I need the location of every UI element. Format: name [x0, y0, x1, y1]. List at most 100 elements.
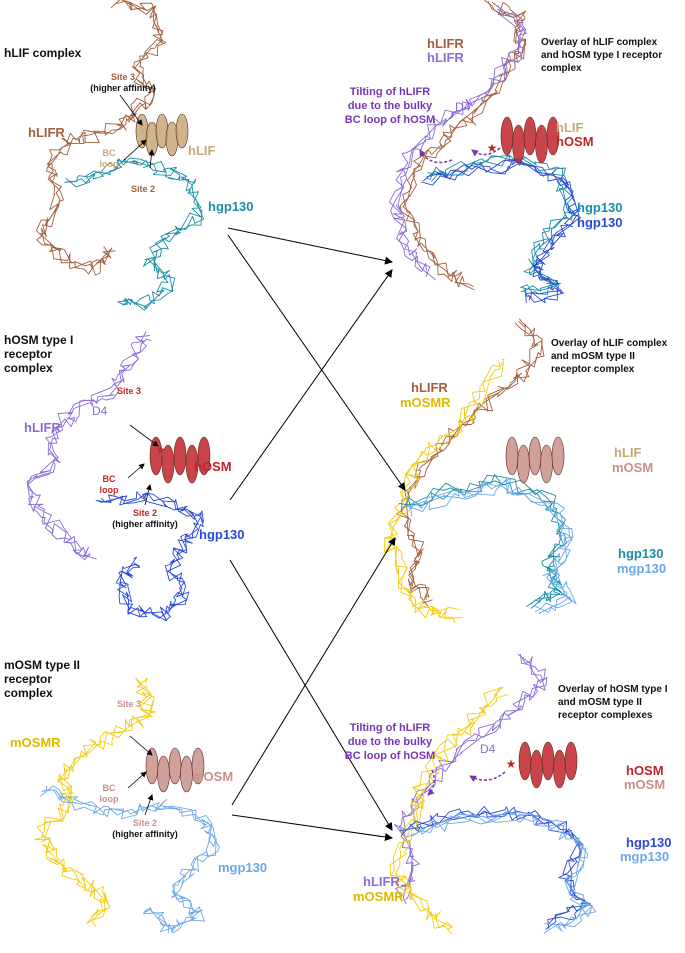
panel2-site2-line1: Site 2: [132, 508, 157, 518]
overlay2-ligand-a: hLIF: [614, 445, 642, 460]
overlay1-heading-line2: and hOSM type I receptor: [541, 50, 663, 61]
o3-ligand-helices: [518, 741, 578, 789]
o1-lifr-b-chain: [389, 5, 527, 281]
panel3-heading-line1: mOSM type II: [4, 658, 81, 672]
panel2-bc-line1: BC: [102, 474, 116, 484]
overlay1-ligand-b: hOSM: [556, 134, 594, 149]
panel2-site2-label: Site 2 (higher affinity): [96, 508, 194, 530]
protein-structures: [27, 0, 597, 935]
arrow-p3-to-o2: [231, 537, 396, 806]
panel3-site2-line1: Site 2: [132, 818, 157, 828]
panel2-heading: hOSM type I receptor complex: [4, 333, 73, 375]
overlay3-ligand-b: mOSM: [624, 777, 666, 792]
panel3-receptor-label: mOSMR: [10, 735, 61, 750]
tilt-arrows: ★ ★ ★: [156, 141, 517, 796]
arrow-p2-to-o1: [229, 269, 393, 501]
o3-lifr-chain: [394, 653, 548, 905]
o2-gp130-b-chain: [403, 477, 577, 615]
o1-ligand-helices: [500, 116, 560, 164]
o3-osmr-chain: [389, 686, 508, 935]
panel3-bc-line2: loop: [99, 794, 119, 804]
overlay1-receptor-a: hLIFR: [427, 36, 464, 51]
panel3-bc-line1: BC: [102, 783, 116, 793]
overlay1-receptor-b: hLIFR: [427, 50, 464, 65]
panel1-bc-line1: BC: [102, 148, 116, 158]
overlay3-heading-line1: Overlay of hOSM type I: [558, 684, 668, 695]
p2-ligand-helices: [149, 436, 211, 484]
overlay3-gp130-b: mgp130: [620, 849, 670, 864]
overlay3-ligand-a: hOSM: [626, 763, 664, 778]
panel3-heading-line2: receptor: [4, 672, 53, 686]
p1-ligand-helices: [135, 113, 189, 157]
panel2-ligand-label: hOSM: [194, 459, 232, 474]
panel3-gp130-label: mgp130: [218, 860, 268, 875]
panel2-heading-line3: complex: [4, 361, 53, 375]
overlay1-heading-line3: complex: [541, 63, 582, 74]
overlay1-heading-line1: Overlay of hLIF complex: [541, 37, 658, 48]
panel2-gp130-label: hgp130: [199, 527, 245, 542]
panel1-bc-line2: loop: [99, 159, 119, 169]
overlay3-tilt-note: Tilting of hLIFR due to the bulky BC loo…: [332, 721, 448, 763]
mutation-star-o1: ★: [487, 141, 498, 155]
panel1-bc-loop-label: BC loop: [96, 148, 122, 170]
overlay2-gp130-a: hgp130: [618, 546, 664, 561]
overlay3-heading-line3: receptor complexes: [558, 710, 653, 721]
panel3-site2-line2: (higher affinity): [112, 829, 178, 839]
panel1-site2-label: Site 2: [130, 184, 155, 194]
panel1-site3-line2: (higher affinity): [90, 83, 156, 93]
overlay1-d4-label: D4: [455, 100, 471, 114]
overlay3-heading-line2: and mOSM type II: [558, 697, 642, 708]
panel2-heading-line1: hOSM type I: [4, 333, 74, 347]
overlay3-receptor-a: hLIFR: [363, 874, 400, 889]
overlay1-gp130-b: hgp130: [577, 215, 623, 230]
overlay2-heading-line3: receptor complex: [551, 364, 635, 375]
panel2-d4-label: D4: [92, 404, 108, 418]
overlay2-receptor-b: mOSMR: [400, 395, 451, 410]
mutation-star-o3: ★: [506, 757, 517, 771]
overlay1-tilt-line3: BC loop of hOSM: [344, 114, 436, 126]
panel1-gp130-label: hgp130: [208, 199, 254, 214]
site-pointers: [119, 94, 159, 816]
overlay3-tilt-line1: Tilting of hLIFR: [349, 722, 431, 734]
overlay3-heading: Overlay of hOSM type I and mOSM type II …: [558, 683, 667, 722]
overlay3-gp130-a: hgp130: [626, 835, 672, 850]
o2-lifr-chain: [395, 318, 545, 607]
panel3-site3-label: Site 3: [116, 699, 141, 709]
panel2-receptor-label: hLIFR: [24, 420, 61, 435]
panel1-ligand-label: hLIF: [188, 143, 216, 158]
overlay1-tilt-line2: due to the bulky: [347, 100, 433, 112]
overlay1-gp130-a: hgp130: [577, 200, 623, 215]
o2-ligand-helices: [505, 436, 565, 484]
overlay2-gp130-b: mgp130: [617, 561, 667, 576]
arrow-p1-to-o2: [227, 234, 406, 491]
p2-gp130-chain: [95, 491, 204, 622]
panel1-receptor-label: hLIFR: [28, 125, 65, 140]
overlay2-heading-line2: and mOSM type II: [551, 351, 635, 362]
panel3-ligand-label: mOSM: [192, 769, 234, 784]
p1-gp130-chain: [64, 157, 205, 311]
panel1-site3-label: Site 3 (higher affinity): [74, 72, 172, 94]
mutation-star-p2: ★: [156, 443, 167, 457]
panel3-heading-line3: complex: [4, 686, 53, 700]
panel1-site3-line1: Site 3: [110, 72, 135, 82]
overlay2-ligand-b: mOSM: [612, 460, 654, 475]
o1-gp130-b-chain: [420, 159, 582, 304]
panel3-heading: mOSM type II receptor complex: [4, 658, 80, 700]
panel1-heading: hLIF complex: [4, 46, 82, 60]
o3-gp130-a-chain: [399, 806, 591, 930]
panel3-bc-loop-label: BC loop: [96, 783, 122, 805]
o1-lifr-a-chain: [400, 0, 527, 291]
panel2-bc-line2: loop: [99, 485, 119, 495]
panel2-site2-line2: (higher affinity): [112, 519, 178, 529]
overlay2-heading: Overlay of hLIF complex and mOSM type II…: [551, 337, 667, 376]
overlay3-receptor-b: mOSMR: [353, 889, 404, 904]
arrow-p1-to-o1: [227, 227, 393, 265]
overlay3-tilt-line3: BC loop of hOSM: [344, 750, 436, 762]
panel3-site2-label: Site 2 (higher affinity): [96, 818, 194, 840]
overlay1-ligand-a: hLIF: [556, 120, 584, 135]
panel2-site3-label: Site 3: [116, 386, 141, 396]
overlay1-tilt-note: Tilting of hLIFR due to the bulky BC loo…: [332, 85, 448, 127]
p3-ligand-helices: [145, 747, 205, 793]
o3-gp130-b-chain: [403, 810, 597, 934]
